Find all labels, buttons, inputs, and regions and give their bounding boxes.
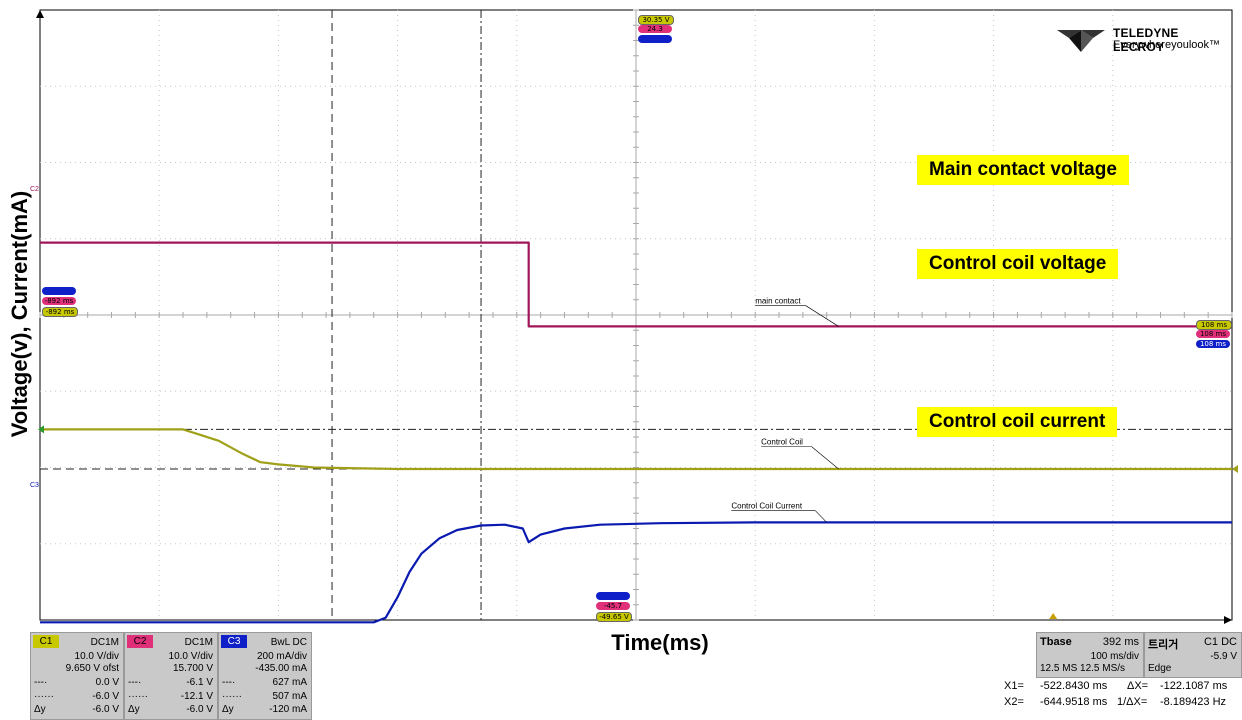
cursor2-symbol: ······ — [128, 691, 148, 702]
channel-cursor2: 507 mA — [272, 691, 307, 702]
channel-panel-c1[interactable]: C1 DC1M 10.0 V/div 9.650 V ofst ---· 0.0 … — [30, 632, 124, 720]
channel-scale: 200 mA/div — [256, 651, 307, 662]
trace-control-coil-current — [40, 521, 1232, 624]
channel-tag: C1 — [33, 635, 59, 648]
y-axis-label: Voltage(v), Current(mA) — [7, 190, 32, 438]
chip-left-blue — [42, 287, 76, 295]
trigger-position-marker — [1049, 613, 1058, 619]
x1-value: -522.8430 ms — [1040, 680, 1108, 692]
dx-value: -122.1087 ms — [1160, 680, 1228, 692]
tbase-div: 100 ms/div — [1090, 651, 1139, 662]
channel-delta: -6.0 V — [92, 704, 119, 715]
inv-dx-label: 1/ΔX= — [1117, 696, 1148, 708]
lecroy-emblem-icon — [1057, 30, 1105, 52]
trigger-type: Edge — [1148, 663, 1172, 674]
timebase-panel[interactable]: Tbase 392 ms 100 ms/div 12.5 MS 12.5 MS/s — [1036, 632, 1144, 678]
channel-offset: 15.700 V — [172, 663, 213, 674]
tbase-value: 392 ms — [1102, 636, 1139, 648]
cursor2-symbol: ······ — [34, 691, 54, 702]
x2-label: X2= — [1004, 696, 1024, 708]
chip-left-yellow: -892 ms — [42, 307, 78, 317]
channel-delta: -6.0 V — [186, 704, 213, 715]
trigger-level-arrow — [1232, 465, 1238, 474]
trigger-panel[interactable]: 트리거 C1 DC -5.9 V Edge — [1144, 632, 1242, 678]
delta-symbol: Δy — [128, 704, 140, 715]
channel-panel-c2[interactable]: C2 DC1M 10.0 V/div 15.700 V ---· -6.1 V ·… — [124, 632, 218, 720]
delta-symbol: Δy — [34, 704, 46, 715]
chip-bottom-pink: -45.7 — [596, 602, 630, 610]
logo-brand-text: TELEDYNE LECROY — [1113, 26, 1179, 54]
trace-label-leader — [811, 446, 839, 470]
channel-panel-c3[interactable]: C3 BwL DC 200 mA/div -435.00 mA ---· 627 … — [218, 632, 312, 720]
y-axis-arrow — [36, 10, 44, 18]
cursor2-symbol: ······ — [222, 691, 242, 702]
logo-tagline: Everywhereyoulook™ — [1113, 39, 1220, 51]
tbase-rate: 12.5 MS 12.5 MS/s — [1040, 663, 1126, 674]
chip-top-blue — [638, 35, 672, 43]
channel-cursor2: -12.1 V — [180, 691, 213, 702]
trigger-channel: C1 DC — [1203, 636, 1237, 648]
annotation-control-coil-current: Control coil current — [917, 407, 1118, 437]
chip-top-yellow: 30.35 V — [638, 15, 674, 25]
trigger-label: 트리거 — [1148, 639, 1179, 651]
channel-tag: C3 — [221, 635, 247, 648]
channel-coupling: BwL DC — [270, 637, 307, 648]
channel-cursor1: 0.0 V — [95, 677, 119, 688]
oscilloscope-plot: main contact Control Coil Control Coil Cur… — [36, 9, 1238, 624]
channel-coupling: DC1M — [90, 637, 119, 648]
dx-label: ΔX= — [1127, 680, 1149, 692]
annotation-main-contact-voltage: Main contact voltage — [917, 155, 1129, 185]
chip-right-yellow: 108 ms — [1196, 320, 1232, 330]
cursor1-symbol: ---· — [128, 677, 142, 688]
channel-cursor2: -6.0 V — [92, 691, 119, 702]
trace-label: Control Coil Current — [731, 502, 802, 511]
chip-right-pink: 108 ms — [1196, 330, 1230, 338]
channel-cursor1: -6.1 V — [186, 677, 213, 688]
chip-left-pink: -892 ms — [42, 297, 76, 305]
teledyne-lecroy-logo: TELEDYNE LECROY Everywhereyoulook™ — [1055, 24, 1230, 56]
cursor1-symbol: ---· — [34, 677, 48, 688]
chip-right-blue: 108 ms — [1196, 340, 1230, 348]
chip-bottom-blue — [596, 592, 630, 600]
channel-offset: -435.00 mA — [255, 663, 307, 674]
channel-delta: -120 mA — [269, 704, 307, 715]
chip-bottom-yellow: -49.65 V — [596, 612, 632, 622]
annotation-control-coil-voltage: Control coil voltage — [917, 249, 1119, 279]
channel-scale: 10.0 V/div — [74, 651, 119, 662]
channel-scale: 10.0 V/div — [168, 651, 213, 662]
trace-main-contact — [40, 241, 1232, 328]
inv-dx-value: -8.189423 Hz — [1160, 696, 1227, 708]
c3-level-marker: C3 — [30, 482, 39, 489]
ground-arrow — [38, 425, 44, 434]
channel-cursor1: 627 mA — [272, 677, 307, 688]
chip-top-pink: 24.3 — [638, 25, 672, 33]
trace-label: main contact — [755, 297, 801, 306]
channel-offset: 9.650 V ofst — [65, 663, 119, 674]
x-axis-label: Time(ms) — [611, 630, 709, 655]
channel-tag: C2 — [127, 635, 153, 648]
cursor1-symbol: ---· — [222, 677, 236, 688]
x1-label: X1= — [1004, 680, 1024, 692]
delta-symbol: Δy — [222, 704, 234, 715]
trigger-level: -5.9 V — [1210, 651, 1237, 662]
c2-level-marker: C2 — [30, 186, 39, 193]
trace-label-leader — [815, 510, 827, 523]
trace-control-coil — [40, 428, 1232, 471]
x2-value: -644.9518 ms — [1040, 696, 1108, 708]
channel-coupling: DC1M — [184, 637, 213, 648]
trace-label-leader — [805, 305, 839, 327]
trace-label: Control Coil — [761, 438, 803, 447]
tbase-label: Tbase — [1040, 636, 1072, 648]
x-axis-arrow — [1224, 616, 1232, 624]
